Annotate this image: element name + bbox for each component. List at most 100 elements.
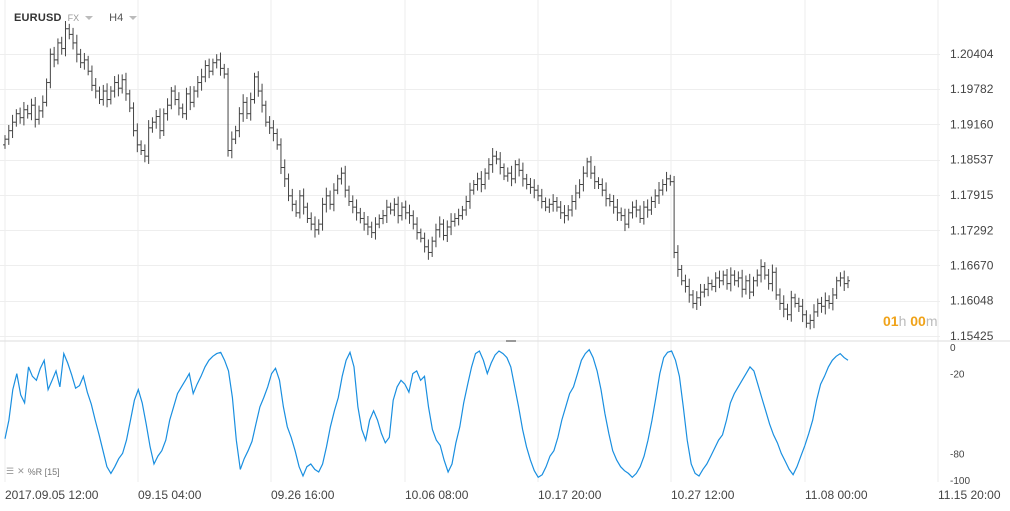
- ohlc-bar: [18, 107, 23, 124]
- ohlc-bar: [524, 173, 529, 190]
- ohlc-bar: [150, 117, 155, 133]
- ohlc-bar: [67, 23, 72, 40]
- ohlc-bar: [52, 46, 57, 68]
- ohlc-bar: [452, 213, 457, 227]
- close-icon[interactable]: ✕: [17, 466, 25, 476]
- ohlc-bar: [362, 211, 367, 231]
- chevron-down-icon[interactable]: [85, 16, 94, 20]
- timer-minutes: 00: [910, 313, 926, 329]
- ohlc-bar: [539, 188, 544, 209]
- ohlc-bar: [176, 92, 181, 116]
- ohlc-bar: [433, 223, 438, 248]
- ohlc-bar: [528, 177, 533, 194]
- time-tick-label: 10.17 20:00: [538, 488, 602, 502]
- ohlc-bar: [218, 52, 223, 76]
- ohlc-bar: [600, 178, 605, 197]
- ohlc-bar: [418, 228, 423, 243]
- ohlc-bar: [101, 84, 106, 106]
- ohlc-bar: [116, 74, 121, 97]
- ohlc-bar: [267, 116, 272, 134]
- ohlc-bar: [827, 295, 832, 309]
- symbol-label[interactable]: EURUSD: [14, 12, 62, 24]
- indicator-settings-icon[interactable]: ☰: [6, 466, 15, 476]
- ohlc-bar: [407, 204, 412, 224]
- ohlc-bar: [29, 98, 34, 121]
- williams-r-line: [4, 348, 849, 479]
- ohlc-bar: [78, 48, 83, 69]
- ohlc-bar: [347, 185, 352, 206]
- time-tick-label: 09.26 16:00: [271, 488, 335, 502]
- ohlc-bar: [830, 288, 835, 311]
- ohlc-bar: [660, 179, 665, 196]
- ohlc-bar: [399, 202, 404, 221]
- timer-hours: 01: [883, 313, 899, 329]
- ohlc-bar: [505, 167, 510, 182]
- ohlc-bar: [607, 193, 612, 207]
- ohlc-bar: [743, 275, 748, 295]
- ohlc-bar: [687, 278, 692, 303]
- ohlc-bar: [97, 86, 102, 105]
- ohlc-bar: [74, 34, 79, 63]
- time-tick-label: 10.27 12:00: [671, 488, 735, 502]
- ohlc-bar: [498, 152, 503, 175]
- ohlc-bar: [691, 290, 696, 309]
- ohlc-bar: [740, 269, 745, 298]
- ohlc-bar: [180, 103, 185, 119]
- ohlc-bar: [675, 245, 680, 277]
- ohlc-bar: [679, 264, 684, 286]
- ohlc-bar: [630, 201, 635, 219]
- chevron-down-icon[interactable]: [129, 16, 138, 20]
- ohlc-bar: [596, 177, 601, 189]
- ohlc-bar: [721, 270, 726, 286]
- ohlc-bar: [668, 174, 673, 186]
- ohlc-bar: [785, 303, 790, 321]
- ohlc-bar: [751, 276, 756, 297]
- candle-countdown: 01h 00m: [883, 313, 938, 329]
- ohlc-bar: [120, 74, 125, 94]
- ohlc-bar: [592, 165, 597, 190]
- ohlc-bar: [214, 54, 219, 69]
- ohlc-bar: [146, 120, 151, 164]
- ohlc-bar: [252, 72, 257, 104]
- ohlc-bar: [184, 87, 189, 120]
- ohlc-bar: [520, 162, 525, 187]
- price-tick-label: 1.17915: [950, 188, 994, 202]
- ohlc-bar: [369, 221, 374, 238]
- time-axis: 2017.09.05 12:00 09.15 04:00 09.26 16:00 10…: [5, 488, 1001, 502]
- ohlc-bar: [161, 108, 166, 136]
- ohlc-bar: [638, 205, 643, 223]
- ohlc-bar: [411, 210, 416, 230]
- ohlc-bar: [441, 219, 446, 241]
- ohlc-bar: [260, 83, 265, 113]
- ohlc-bar: [619, 207, 624, 221]
- market-label: FX: [67, 13, 80, 23]
- ohlc-bar: [335, 174, 340, 195]
- ohlc-bar: [396, 196, 401, 224]
- ohlc-bar: [777, 288, 782, 310]
- ohlc-bar: [324, 187, 329, 213]
- ohlc-bar: [199, 68, 204, 91]
- ohlc-bar: [781, 295, 786, 318]
- ohlc-bar: [501, 163, 506, 181]
- timeframe-selector[interactable]: H4: [109, 12, 124, 24]
- ohlc-bar: [316, 219, 321, 235]
- ohlc-bar: [762, 262, 767, 280]
- ohlc-bar: [188, 86, 193, 111]
- ohlc-bar: [331, 183, 336, 212]
- ohlc-bar: [422, 232, 427, 253]
- ohlc-bar: [301, 188, 306, 215]
- time-tick-label: 11.15 20:00: [938, 488, 1001, 502]
- ohlc-bar: [672, 175, 677, 259]
- price-tick-label: 1.16048: [950, 294, 994, 308]
- ohlc-bar: [770, 264, 775, 292]
- ohlc-bar: [793, 293, 798, 308]
- wr-tick-label: -20: [950, 370, 965, 381]
- ohlc-bar: [44, 78, 49, 107]
- ohlc-bar: [581, 166, 586, 192]
- ohlc-bar: [82, 52, 87, 70]
- ohlc-bar: [244, 97, 249, 119]
- price-tick-label: 1.20404: [950, 47, 994, 61]
- chart-header: EURUSD FX H4: [14, 12, 147, 24]
- williams-r-panel: [4, 348, 849, 479]
